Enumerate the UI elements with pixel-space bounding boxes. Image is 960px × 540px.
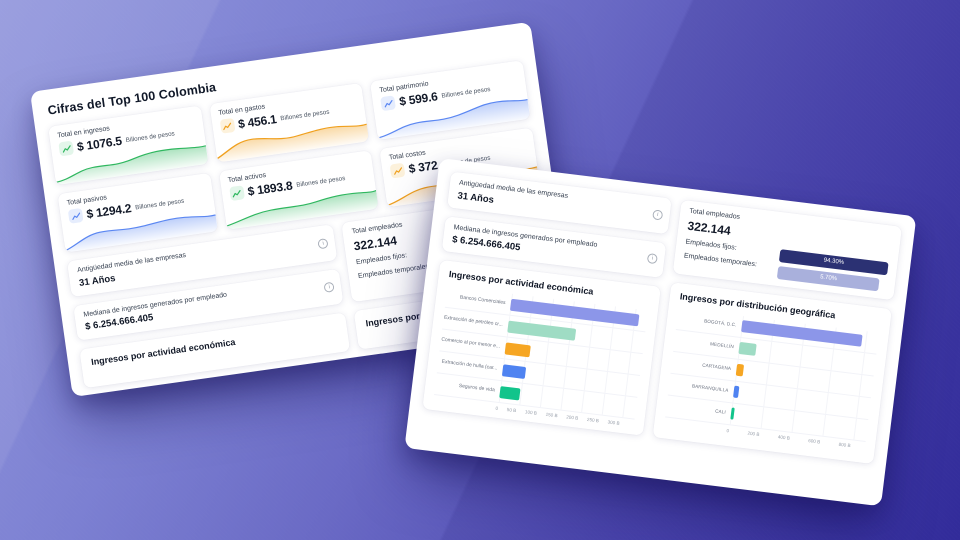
bar-label: Extracción de hulla (car... bbox=[441, 358, 498, 372]
sparkline-chart bbox=[216, 123, 370, 163]
kpi-tile-ingresos: Total en ingresos $ 1076.5 Billones de p… bbox=[48, 105, 209, 186]
dashboard-card-right: i Antigüedad media de las empresas 31 Añ… bbox=[404, 158, 917, 507]
axis-tick: 50 B bbox=[506, 407, 517, 414]
sparkline-chart bbox=[55, 145, 209, 186]
stat-empleados: Total empleados 322.144 Empleados fijos:… bbox=[672, 199, 903, 300]
axis-tick: 0 bbox=[495, 405, 499, 411]
trend-icon bbox=[67, 207, 84, 224]
bar-label: Bancos Comerciales bbox=[459, 294, 506, 306]
kpi-tile-pasivos: Total pasivos $ 1294.2 Billones de pesos bbox=[57, 172, 218, 253]
bar-label: Seguros de vida bbox=[458, 382, 496, 394]
trend-icon bbox=[380, 95, 397, 112]
bar bbox=[504, 341, 532, 357]
info-icon[interactable]: i bbox=[317, 237, 329, 250]
sparkline-chart bbox=[377, 98, 531, 140]
fijos-pct: 94.30% bbox=[823, 257, 845, 266]
temporales-label: Empleados temporales: bbox=[683, 251, 758, 268]
bar bbox=[501, 363, 526, 379]
trend-icon bbox=[228, 185, 245, 202]
axis-tick: 250 B bbox=[586, 416, 600, 424]
bar bbox=[732, 385, 740, 399]
bar bbox=[498, 385, 521, 400]
trend-icon bbox=[389, 162, 406, 179]
kpi-tile-activos: Total activos $ 1893.8 Billones de pesos bbox=[218, 150, 379, 230]
axis-tick: 400 B bbox=[777, 433, 791, 441]
kpi-tile-gastos: Total en gastos $ 456.1 Billones de peso… bbox=[209, 82, 370, 163]
trend-icon bbox=[58, 140, 75, 157]
info-icon[interactable]: i bbox=[652, 209, 664, 221]
trend-icon bbox=[219, 117, 236, 134]
chart-actividad-economica: Ingresos por actividad económica Bancos … bbox=[422, 259, 661, 436]
kpi-tile-patrimonio: Total patrimonio $ 599.6 Billones de pes… bbox=[370, 60, 531, 140]
axis-tick: 100 B bbox=[524, 409, 538, 416]
axis-tick: 800 B bbox=[838, 441, 851, 448]
sparkline-chart bbox=[64, 214, 218, 253]
sparkline-chart bbox=[225, 189, 379, 230]
axis-tick: 0 bbox=[726, 427, 730, 433]
info-icon[interactable]: i bbox=[646, 253, 658, 265]
axis-tick: 150 B bbox=[545, 411, 558, 419]
chart-distribucion-geografica: Ingresos por distribución geográfica BOG… bbox=[652, 281, 893, 465]
bar-label: Comercio al por menor e... bbox=[440, 336, 501, 350]
bar bbox=[735, 363, 744, 377]
temporales-pct: 5.70% bbox=[819, 274, 838, 283]
bar-label: Extracción de petróleo cr... bbox=[443, 314, 504, 328]
axis-tick: 200 B bbox=[566, 414, 579, 421]
axis-tick: 300 B bbox=[607, 419, 620, 426]
bar bbox=[506, 320, 577, 341]
axis-tick: 200 B bbox=[747, 430, 760, 437]
bar bbox=[729, 407, 735, 420]
bar-label: CARTAGENA bbox=[701, 362, 732, 372]
bar bbox=[737, 341, 757, 356]
axis-tick: 600 B bbox=[808, 437, 821, 444]
info-icon[interactable]: i bbox=[323, 281, 336, 294]
bar-label: CALI bbox=[714, 408, 727, 416]
bar-label: BOGOTÁ, D.C. bbox=[703, 318, 737, 328]
bar-label: MEDELLÍN bbox=[709, 341, 735, 350]
bar-label: BARRANQUILLA bbox=[691, 383, 729, 394]
